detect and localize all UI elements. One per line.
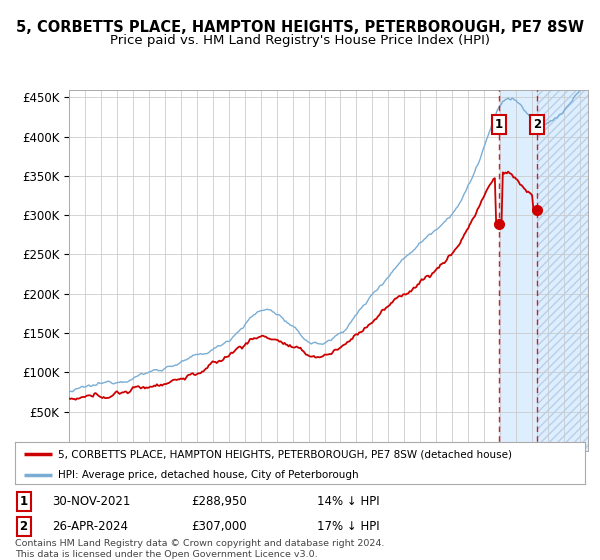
Text: 5, CORBETTS PLACE, HAMPTON HEIGHTS, PETERBOROUGH, PE7 8SW (detached house): 5, CORBETTS PLACE, HAMPTON HEIGHTS, PETE… (58, 449, 512, 459)
Text: Contains HM Land Registry data © Crown copyright and database right 2024.
This d: Contains HM Land Registry data © Crown c… (15, 539, 385, 559)
Text: £307,000: £307,000 (192, 520, 247, 533)
Text: 1: 1 (495, 118, 503, 132)
Text: 30-NOV-2021: 30-NOV-2021 (52, 495, 130, 508)
Text: £288,950: £288,950 (192, 495, 247, 508)
Text: 2: 2 (533, 118, 541, 132)
Bar (499, 90, 590, 451)
Text: 1: 1 (19, 495, 28, 508)
Bar (538, 90, 590, 451)
Text: 2: 2 (19, 520, 28, 533)
Text: HPI: Average price, detached house, City of Peterborough: HPI: Average price, detached house, City… (58, 470, 358, 480)
Text: 17% ↓ HPI: 17% ↓ HPI (317, 520, 380, 533)
Text: 5, CORBETTS PLACE, HAMPTON HEIGHTS, PETERBOROUGH, PE7 8SW: 5, CORBETTS PLACE, HAMPTON HEIGHTS, PETE… (16, 20, 584, 35)
Text: 26-APR-2024: 26-APR-2024 (52, 520, 128, 533)
Text: Price paid vs. HM Land Registry's House Price Index (HPI): Price paid vs. HM Land Registry's House … (110, 34, 490, 46)
Text: 14% ↓ HPI: 14% ↓ HPI (317, 495, 380, 508)
